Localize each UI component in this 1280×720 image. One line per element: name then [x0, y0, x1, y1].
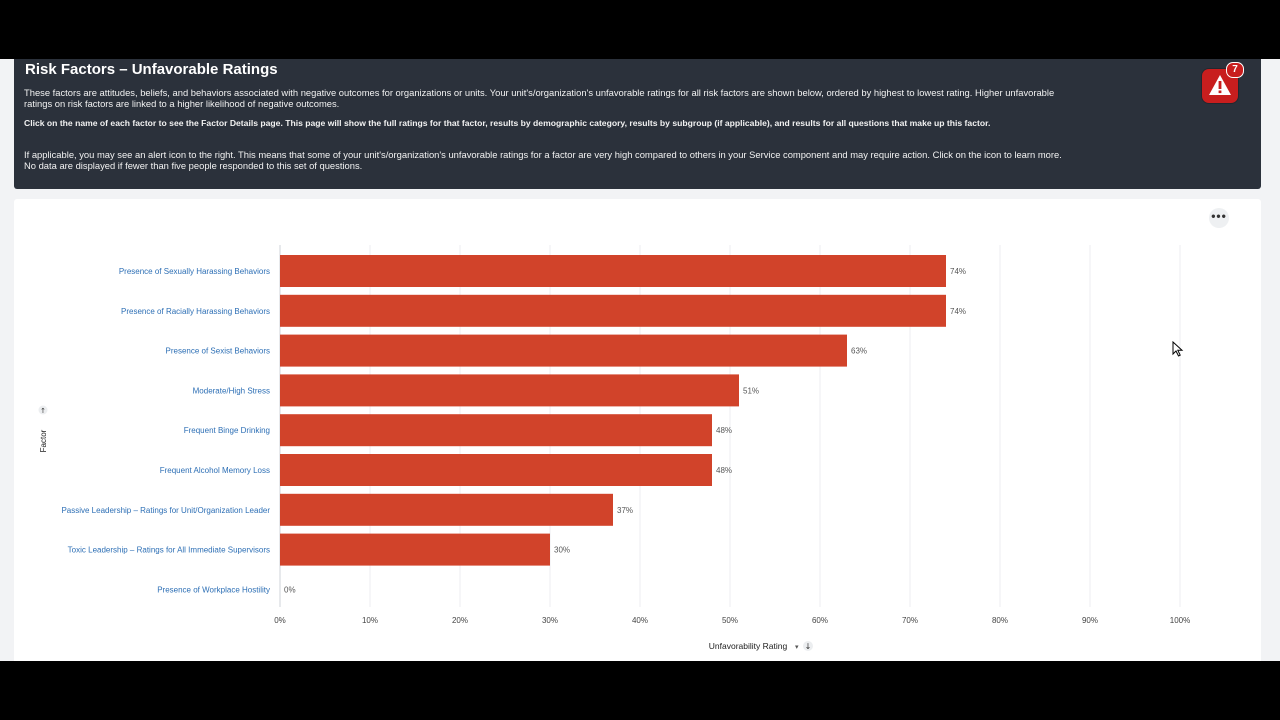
chart-x-ticks: 0% 10% 20% 30% 40% 50% 60% 70% 80% 90% 100%	[274, 616, 1190, 625]
chart-bars	[280, 255, 946, 566]
chart-bar[interactable]	[280, 334, 847, 367]
header-card: Risk Factors – Unfavorable Ratings These…	[14, 59, 1261, 189]
chart-bar[interactable]	[280, 374, 739, 407]
chart-bar[interactable]	[280, 255, 946, 287]
svg-text:↓: ↓	[805, 642, 812, 651]
bar-value-label: 48%	[716, 426, 732, 435]
bar-chart: Presence of Sexually Harassing Behaviors…	[38, 245, 1190, 651]
x-tick-label: 80%	[992, 616, 1008, 625]
chevron-down-icon[interactable]: ▾	[795, 643, 799, 651]
x-tick-label: 50%	[722, 616, 738, 625]
x-tick-label: 60%	[812, 616, 828, 625]
factor-link[interactable]: Toxic Leadership – Ratings for All Immed…	[68, 546, 270, 555]
svg-text:↑: ↑	[40, 407, 46, 415]
mouse-cursor-icon	[1172, 341, 1184, 357]
factor-link[interactable]: Presence of Sexually Harassing Behaviors	[119, 267, 270, 276]
factor-link[interactable]: Frequent Binge Drinking	[184, 426, 270, 435]
x-tick-label: 0%	[274, 616, 286, 625]
bar-value-label: 74%	[950, 267, 966, 276]
bar-value-label: 74%	[950, 307, 966, 316]
factor-link[interactable]: Moderate/High Stress	[193, 386, 270, 395]
sort-descending-icon[interactable]: ↓	[803, 641, 813, 651]
bar-value-label: 0%	[284, 585, 296, 594]
sort-ascending-icon[interactable]: ↑	[38, 405, 48, 416]
bar-value-label: 37%	[617, 506, 633, 515]
alert-explanation-paragraph: If applicable, you may see an alert icon…	[24, 149, 1062, 171]
chart-category-labels[interactable]: Presence of Sexually Harassing Behaviors…	[61, 267, 270, 594]
bar-value-label: 30%	[554, 546, 570, 555]
x-tick-label: 90%	[1082, 616, 1098, 625]
factor-link[interactable]: Frequent Alcohol Memory Loss	[160, 466, 270, 475]
report-viewport: Risk Factors – Unfavorable Ratings These…	[0, 59, 1280, 661]
instructions-paragraph: Click on the name of each factor to see …	[24, 118, 991, 128]
chart-bar[interactable]	[280, 454, 712, 486]
chart-bar[interactable]	[280, 493, 613, 526]
x-tick-label: 10%	[362, 616, 378, 625]
chart-bar[interactable]	[280, 533, 550, 566]
bar-value-label: 63%	[851, 347, 867, 356]
x-axis-title[interactable]: Unfavorability Rating	[709, 641, 788, 651]
page-title: Risk Factors – Unfavorable Ratings	[25, 61, 278, 78]
x-tick-label: 20%	[452, 616, 468, 625]
factor-link[interactable]: Presence of Workplace Hostility	[157, 585, 270, 594]
factor-link[interactable]: Passive Leadership – Ratings for Unit/Or…	[61, 506, 270, 515]
alert-count-badge[interactable]: 7	[1226, 62, 1244, 78]
intro-paragraph: These factors are attitudes, beliefs, an…	[24, 87, 1055, 109]
y-axis-title[interactable]: Factor	[39, 429, 48, 452]
x-tick-label: 40%	[632, 616, 648, 625]
x-tick-label: 100%	[1170, 616, 1190, 625]
chart-bar[interactable]	[280, 414, 712, 447]
chart-bar[interactable]	[280, 294, 946, 327]
x-tick-label: 30%	[542, 616, 558, 625]
more-options-button[interactable]: •••	[1209, 208, 1229, 228]
bar-value-label: 48%	[716, 466, 732, 475]
x-tick-label: 70%	[902, 616, 918, 625]
bar-value-label: 51%	[743, 386, 759, 395]
factor-link[interactable]: Presence of Racially Harassing Behaviors	[121, 307, 270, 316]
factor-link[interactable]: Presence of Sexist Behaviors	[166, 347, 271, 356]
warning-triangle-icon	[1209, 75, 1231, 95]
chart-value-labels: 74% 74% 63% 51% 48% 48% 37% 30% 0%	[284, 267, 966, 594]
